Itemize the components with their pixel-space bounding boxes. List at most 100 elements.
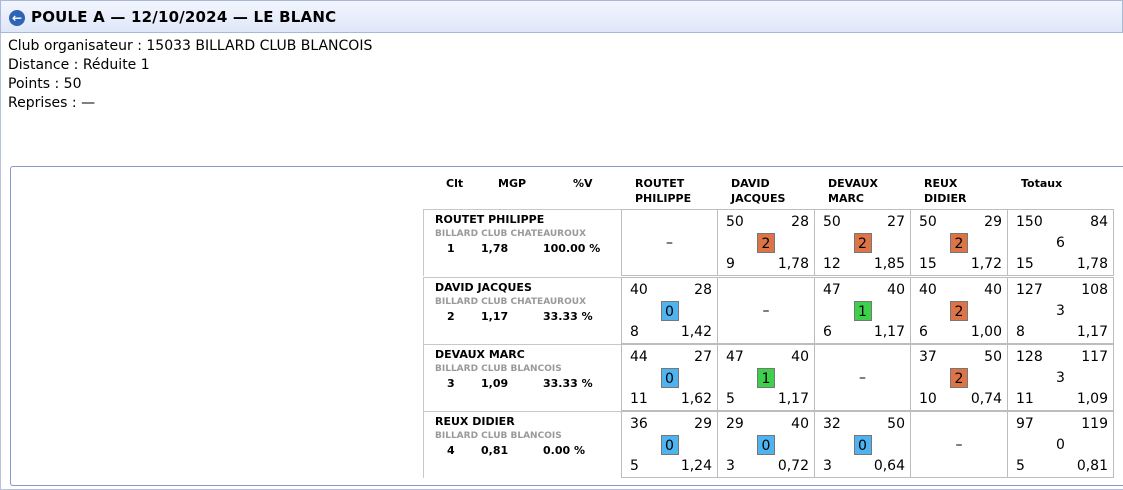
general-average: 0,74: [970, 391, 1002, 407]
reprises-count: 5: [630, 458, 639, 474]
reprises-count: 6: [919, 324, 928, 340]
match-cell: 32 50 0 3 0,64: [814, 411, 911, 478]
points-scored: 32: [823, 416, 841, 432]
empty-mark: –: [955, 436, 963, 453]
totals-cell: 128 117 3 11 1,09: [1007, 344, 1114, 411]
reprises-count: 10: [919, 391, 937, 407]
reprises-count: 3: [823, 458, 832, 474]
header-opponent-4: REUX DIDIER: [924, 177, 967, 205]
points-scored: 40: [919, 282, 937, 298]
match-cell: 44 27 0 11 1,62: [621, 344, 718, 411]
match-cell: 29 40 0 3 0,72: [717, 411, 815, 478]
player-mgp: 1,17: [481, 310, 509, 323]
match-points-badge: 2: [950, 368, 968, 388]
general-average: 1,78: [777, 256, 809, 272]
distance: Distance : Réduite 1: [8, 57, 150, 73]
general-average: 1,17: [777, 391, 809, 407]
player-name: DAVID JACQUES: [435, 281, 532, 294]
total-reprises: 8: [1016, 324, 1025, 340]
points-scored: 47: [726, 349, 744, 365]
header-clt: Clt: [446, 177, 464, 190]
general-average: 1,72: [970, 256, 1002, 272]
general-average: 1,24: [680, 458, 712, 474]
general-average: 1,85: [873, 256, 905, 272]
total-opponent-points: 119: [1081, 416, 1108, 432]
match-points-badge: 0: [660, 435, 679, 455]
player-info: DAVID JACQUES BILLARD CLUB CHATEAUROUX 2 1,…: [423, 277, 621, 344]
opponent-points: 40: [791, 416, 809, 432]
match-cell: 47 40 1 6 1,17: [814, 277, 911, 344]
player-info: ROUTET PHILIPPE BILLARD CLUB CHATEAUROUX 1…: [423, 209, 621, 276]
opponent-points: 50: [984, 349, 1002, 365]
points-scored: 37: [919, 349, 937, 365]
general-average: 0,72: [777, 458, 809, 474]
reprises: Reprises : —: [8, 95, 96, 111]
player-win-percent: 33.33 %: [543, 310, 593, 323]
player-name: ROUTET PHILIPPE: [435, 213, 545, 226]
self-match-cell: –: [814, 344, 911, 411]
reprises-count: 6: [823, 324, 832, 340]
match-points-badge: 1: [853, 301, 872, 321]
reprises-count: 15: [919, 256, 937, 272]
player-mgp: 1,09: [481, 377, 509, 390]
match-points-badge: 0: [853, 435, 872, 455]
reprises-count: 5: [726, 391, 735, 407]
general-average: 1,17: [873, 324, 905, 340]
total-match-points: 3: [1056, 303, 1065, 319]
player-win-percent: 33.33 %: [543, 377, 593, 390]
reprises-count: 11: [630, 391, 648, 407]
header-opponent-3: DEVAUX MARC: [828, 177, 878, 205]
header-totals: Totaux: [1021, 177, 1063, 190]
opponent-points: 28: [694, 282, 712, 298]
points-scored: 50: [823, 214, 841, 230]
total-reprises: 15: [1016, 256, 1034, 272]
reprises-count: 8: [630, 324, 639, 340]
points-scored: 50: [919, 214, 937, 230]
match-cell: 50 29 2 15 1,72: [910, 209, 1008, 276]
match-points-badge: 2: [853, 233, 872, 253]
total-match-points: 6: [1056, 235, 1065, 251]
player-win-percent: 0.00 %: [543, 444, 585, 457]
player-info: REUX DIDIER BILLARD CLUB BLANCOIS 4 0,81 0.0…: [423, 411, 621, 478]
player-win-percent: 100.00 %: [543, 242, 601, 255]
competition-info: Club organisateur : 15033 BILLARD CLUB B…: [8, 37, 372, 113]
match-cell: 37 50 2 10 0,74: [910, 344, 1008, 411]
self-match-cell: –: [910, 411, 1008, 478]
header-pctv: %V: [573, 177, 593, 190]
match-points-badge: 0: [757, 435, 775, 455]
player-name: DEVAUX MARC: [435, 348, 525, 361]
opponent-points: 40: [984, 282, 1002, 298]
match-cell: 50 27 2 12 1,85: [814, 209, 911, 276]
opponent-points: 40: [887, 282, 905, 298]
total-match-points: 0: [1056, 437, 1065, 453]
total-points: 97: [1016, 416, 1034, 432]
player-rank: 2: [447, 310, 455, 323]
self-match-cell: –: [717, 277, 815, 344]
results-card: [10, 166, 1123, 486]
header-opponent-2: DAVID JACQUES: [731, 177, 786, 205]
match-points-badge: 0: [660, 301, 679, 321]
points-scored: 50: [726, 214, 744, 230]
totals-cell: 97 119 0 5 0,81: [1007, 411, 1114, 478]
match-points-badge: 1: [757, 368, 775, 388]
match-points-badge: 2: [950, 301, 968, 321]
totals-cell: 127 108 3 8 1,17: [1007, 277, 1114, 344]
total-average: 1,17: [1076, 324, 1108, 340]
opponent-points: 27: [887, 214, 905, 230]
general-average: 1,62: [680, 391, 712, 407]
player-rank: 1: [447, 242, 455, 255]
total-opponent-points: 117: [1081, 349, 1108, 365]
total-points: 150: [1016, 214, 1043, 230]
points-scored: 40: [630, 282, 648, 298]
total-points: 128: [1016, 349, 1043, 365]
general-average: 1,42: [680, 324, 712, 340]
points-scored: 44: [630, 349, 648, 365]
player-club: BILLARD CLUB CHATEAUROUX: [435, 297, 587, 307]
header-opponent-1: ROUTET PHILIPPE: [635, 177, 692, 205]
points-scored: 47: [823, 282, 841, 298]
page-title: POULE A — 12/10/2024 — LE BLANC: [31, 8, 337, 26]
opponent-points: 29: [694, 416, 712, 432]
header-mgp: MGP: [498, 177, 527, 190]
back-arrow-icon[interactable]: ←: [9, 10, 25, 26]
points-scored: 29: [726, 416, 744, 432]
